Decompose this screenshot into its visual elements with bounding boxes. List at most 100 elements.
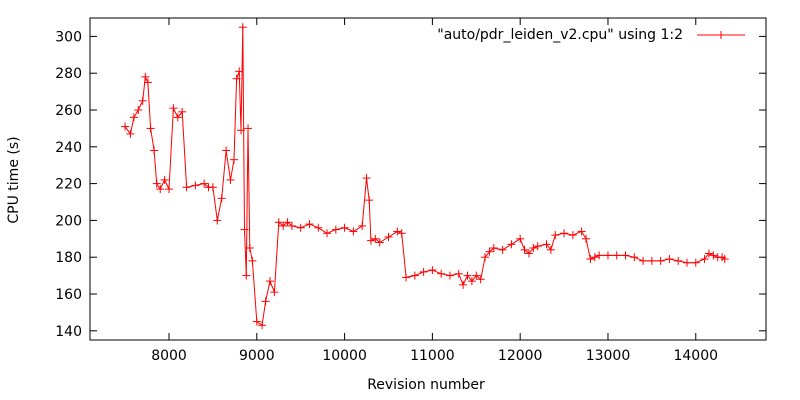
data-point-marker [498,245,507,254]
data-point-marker [542,240,551,249]
data-point-marker [454,269,463,278]
x-axis-ticks: 8000 9000 10000 11000 12000 13000 14000 [151,18,718,364]
data-point-marker [200,179,209,188]
data-point-marker [366,236,375,245]
data-point-marker [459,280,468,289]
data-point-marker [237,126,246,135]
data-point-marker [134,106,143,114]
data-point-marker [146,124,155,133]
x-tick-label: 13000 [586,348,631,364]
x-tick-label: 12000 [498,348,543,364]
data-point-marker [191,181,200,190]
data-point-marker [349,227,358,236]
data-point-marker [296,223,305,232]
data-point-marker [182,183,191,192]
data-point-marker [358,221,367,230]
data-point-marker [577,227,586,236]
data-point-marker [516,234,525,243]
x-axis-title: Revision number [367,377,485,393]
data-point-marker [169,104,178,113]
y-tick-label: 160 [55,287,82,303]
data-point-marker [397,229,406,238]
data-point-marker [704,249,713,258]
data-point-marker [305,220,314,229]
x-tick-label: 8000 [151,348,187,364]
data-point-marker [138,96,147,105]
data-point-marker [612,251,621,260]
data-point-marker [691,258,700,267]
data-point-marker [270,288,279,297]
data-point-marker [489,244,498,252]
data-point-marker [141,72,150,81]
x-tick-label: 14000 [673,348,718,364]
data-point-marker [323,229,332,238]
data-point-marker [226,175,235,184]
data-point-marker [590,253,599,262]
legend-label: "auto/pdr_leiden_v2.cpu" using 1:2 [437,27,683,43]
data-point-marker [630,253,639,262]
series-line [124,27,725,327]
y-tick-label: 260 [55,103,82,119]
data-point-marker [419,267,428,276]
data-point-marker [463,271,472,280]
data-point-marker [283,218,292,227]
y-tick-label: 220 [55,177,82,193]
data-point-marker [445,271,454,280]
data-point-marker [287,221,296,230]
data-point-marker [222,146,231,155]
data-point-marker [524,249,533,258]
data-point-marker [213,216,222,225]
x-tick-label: 10000 [322,348,367,364]
y-axis-ticks: 140 160 180 200 220 240 260 280 300 [55,29,766,340]
data-point-marker [665,255,674,264]
data-point-marker [520,245,529,254]
data-point-marker [410,271,419,280]
y-tick-label: 180 [55,250,82,266]
data-point-marker [208,183,217,192]
legend: "auto/pdr_leiden_v2.cpu" using 1:2 [437,27,745,43]
y-tick-label: 200 [55,213,82,229]
x-tick-label: 11000 [410,348,455,364]
data-point-marker [178,107,187,116]
data-point-marker [248,256,257,265]
data-point-marker [639,256,648,265]
data-point-marker [160,175,169,184]
data-point-marker [365,196,374,205]
data-point-marker [235,67,244,76]
plot-frame [89,17,767,341]
data-point-marker [560,229,569,238]
data-point-marker [143,78,152,87]
data-point-marker [265,277,274,286]
data-point-marker [252,317,261,326]
data-point-marker [674,256,683,265]
data-point-marker [217,194,226,203]
data-point-marker [437,269,446,278]
data-point-marker [551,231,560,240]
data-point-marker [507,240,516,249]
data-point-marker [362,174,371,183]
data-point-marker [274,218,283,227]
data-point-marker [258,321,267,330]
data-point-marker [314,223,323,232]
data-point-marker [331,225,340,234]
series-layer [121,23,729,330]
data-point-marker [156,185,165,194]
data-point-marker [229,155,238,164]
data-point-marker [476,275,485,284]
data-point-marker [720,255,729,264]
x-tick-label: 9000 [239,348,275,364]
data-point-marker [150,146,159,155]
data-point-marker [393,227,402,236]
legend-marker [717,31,725,39]
data-point-marker [244,124,253,133]
data-point-marker [245,244,254,252]
data-point-marker [533,242,542,251]
data-point-marker [371,234,380,243]
data-point-marker [485,247,494,256]
data-point-marker [173,113,182,122]
data-point-marker [656,256,665,265]
data-point-marker [232,74,241,83]
data-point-marker [481,253,490,262]
data-point-marker [375,238,384,247]
data-point-marker [467,277,476,286]
